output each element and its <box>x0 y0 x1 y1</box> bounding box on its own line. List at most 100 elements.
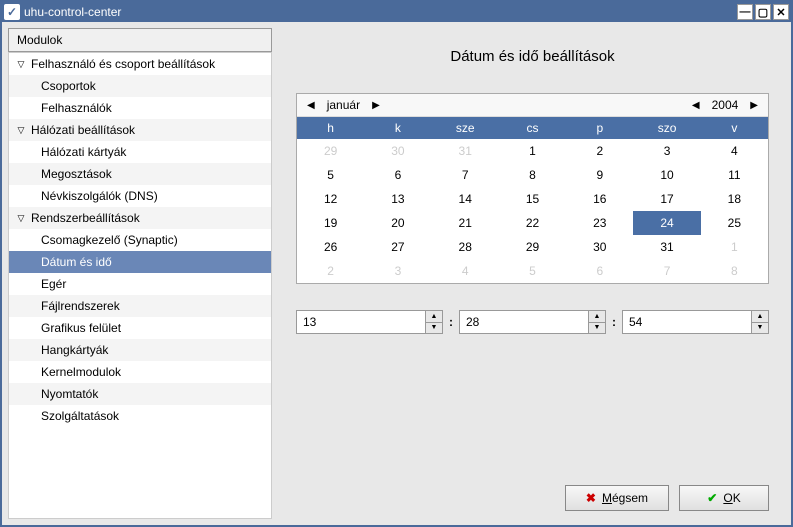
weekday-label: cs <box>499 117 566 139</box>
minute-up-button[interactable]: ▲ <box>589 311 605 323</box>
tree-item[interactable]: Szolgáltatások <box>9 405 271 427</box>
tree-item[interactable]: Grafikus felület <box>9 317 271 339</box>
calendar-day[interactable]: 10 <box>633 163 700 187</box>
next-year-button[interactable]: ▶ <box>746 100 762 111</box>
hour-spinner[interactable]: ▲▼ <box>296 310 443 334</box>
calendar-day: 1 <box>701 235 768 259</box>
calendar-day: 29 <box>297 139 364 163</box>
dialog-buttons: ✖ Mégsem ✔ OK <box>296 465 769 511</box>
second-down-button[interactable]: ▼ <box>752 323 768 334</box>
cancel-icon: ✖ <box>586 491 596 505</box>
weekday-label: sze <box>432 117 499 139</box>
calendar-day[interactable]: 13 <box>364 187 431 211</box>
calendar-day[interactable]: 11 <box>701 163 768 187</box>
calendar-day[interactable]: 30 <box>566 235 633 259</box>
tree-item[interactable]: Hangkártyák <box>9 339 271 361</box>
cancel-button[interactable]: ✖ Mégsem <box>565 485 669 511</box>
main-panel: Dátum és idő beállítások ◀ január ▶ ◀ 20… <box>280 28 785 519</box>
calendar-day[interactable]: 9 <box>566 163 633 187</box>
calendar-grid: 2930311234567891011121314151617181920212… <box>297 139 768 283</box>
calendar-day[interactable]: 31 <box>633 235 700 259</box>
weekday-label: k <box>364 117 431 139</box>
calendar-day[interactable]: 8 <box>499 163 566 187</box>
tree-item[interactable]: Kernelmodulok <box>9 361 271 383</box>
calendar-day: 2 <box>297 259 364 283</box>
calendar-day[interactable]: 27 <box>364 235 431 259</box>
tree-item[interactable]: Névkiszolgálók (DNS) <box>9 185 271 207</box>
calendar-day[interactable]: 22 <box>499 211 566 235</box>
ok-button[interactable]: ✔ OK <box>679 485 769 511</box>
tree-item[interactable]: Hálózati kártyák <box>9 141 271 163</box>
calendar-day[interactable]: 25 <box>701 211 768 235</box>
calendar-day[interactable]: 6 <box>364 163 431 187</box>
ok-icon: ✔ <box>707 491 717 505</box>
calendar-day[interactable]: 20 <box>364 211 431 235</box>
calendar-day[interactable]: 26 <box>297 235 364 259</box>
time-separator: : <box>449 315 453 329</box>
sidebar-header: Modulok <box>8 28 272 52</box>
tree-group-label: Felhasználó és csoport beállítások <box>31 57 215 71</box>
calendar-day[interactable]: 18 <box>701 187 768 211</box>
hour-input[interactable] <box>297 311 425 333</box>
next-month-button[interactable]: ▶ <box>368 100 384 111</box>
calendar-day: 7 <box>633 259 700 283</box>
calendar-day: 3 <box>364 259 431 283</box>
calendar-day[interactable]: 12 <box>297 187 364 211</box>
calendar-day[interactable]: 24 <box>633 211 700 235</box>
second-input[interactable] <box>623 311 751 333</box>
calendar-day[interactable]: 29 <box>499 235 566 259</box>
tree-item[interactable]: Felhasználók <box>9 97 271 119</box>
close-button[interactable]: ✕ <box>773 4 789 20</box>
tree-item[interactable]: Csoportok <box>9 75 271 97</box>
calendar-day[interactable]: 4 <box>701 139 768 163</box>
calendar-day[interactable]: 28 <box>432 235 499 259</box>
time-separator: : <box>612 315 616 329</box>
tree-item[interactable]: Dátum és idő <box>9 251 271 273</box>
calendar-day[interactable]: 15 <box>499 187 566 211</box>
calendar: ◀ január ▶ ◀ 2004 ▶ hkszecspszov 2930311… <box>296 93 769 284</box>
titlebar: ✓ uhu-control-center — ▢ ✕ <box>2 2 791 22</box>
calendar-day[interactable]: 1 <box>499 139 566 163</box>
calendar-day[interactable]: 14 <box>432 187 499 211</box>
calendar-day[interactable]: 19 <box>297 211 364 235</box>
tree-item[interactable]: Csomagkezelő (Synaptic) <box>9 229 271 251</box>
calendar-day[interactable]: 7 <box>432 163 499 187</box>
calendar-day[interactable]: 5 <box>297 163 364 187</box>
minute-input[interactable] <box>460 311 588 333</box>
tree-item[interactable]: Fájlrendszerek <box>9 295 271 317</box>
tree-group[interactable]: ▽Felhasználó és csoport beállítások <box>9 53 271 75</box>
weekday-label: v <box>701 117 768 139</box>
calendar-day[interactable]: 16 <box>566 187 633 211</box>
month-label: január <box>319 98 368 112</box>
tree-item[interactable]: Egér <box>9 273 271 295</box>
tree-item[interactable]: Nyomtatók <box>9 383 271 405</box>
ok-label: OK <box>723 491 740 505</box>
calendar-day: 6 <box>566 259 633 283</box>
hour-down-button[interactable]: ▼ <box>426 323 442 334</box>
calendar-day[interactable]: 3 <box>633 139 700 163</box>
tree-group-label: Rendszerbeállítások <box>31 211 140 225</box>
tree-item[interactable]: Megosztások <box>9 163 271 185</box>
second-up-button[interactable]: ▲ <box>752 311 768 323</box>
tree-group[interactable]: ▽ Rendszerbeállítások <box>9 207 271 229</box>
calendar-nav: ◀ január ▶ ◀ 2004 ▶ <box>297 94 768 117</box>
page-title: Dátum és idő beállítások <box>296 48 769 65</box>
minute-spinner[interactable]: ▲▼ <box>459 310 606 334</box>
tree-group[interactable]: ▽Hálózati beállítások <box>9 119 271 141</box>
calendar-day[interactable]: 23 <box>566 211 633 235</box>
calendar-day: 4 <box>432 259 499 283</box>
calendar-day[interactable]: 17 <box>633 187 700 211</box>
prev-year-button[interactable]: ◀ <box>688 100 704 111</box>
expand-icon: ▽ <box>15 213 27 224</box>
calendar-day[interactable]: 21 <box>432 211 499 235</box>
maximize-button[interactable]: ▢ <box>755 4 771 20</box>
hour-up-button[interactable]: ▲ <box>426 311 442 323</box>
tree-group-label: Hálózati beállítások <box>31 123 135 137</box>
calendar-day: 5 <box>499 259 566 283</box>
prev-month-button[interactable]: ◀ <box>303 100 319 111</box>
minute-down-button[interactable]: ▼ <box>589 323 605 334</box>
minimize-button[interactable]: — <box>737 4 753 20</box>
module-tree[interactable]: ▽Felhasználó és csoport beállításokCsopo… <box>8 52 272 519</box>
second-spinner[interactable]: ▲▼ <box>622 310 769 334</box>
calendar-day[interactable]: 2 <box>566 139 633 163</box>
